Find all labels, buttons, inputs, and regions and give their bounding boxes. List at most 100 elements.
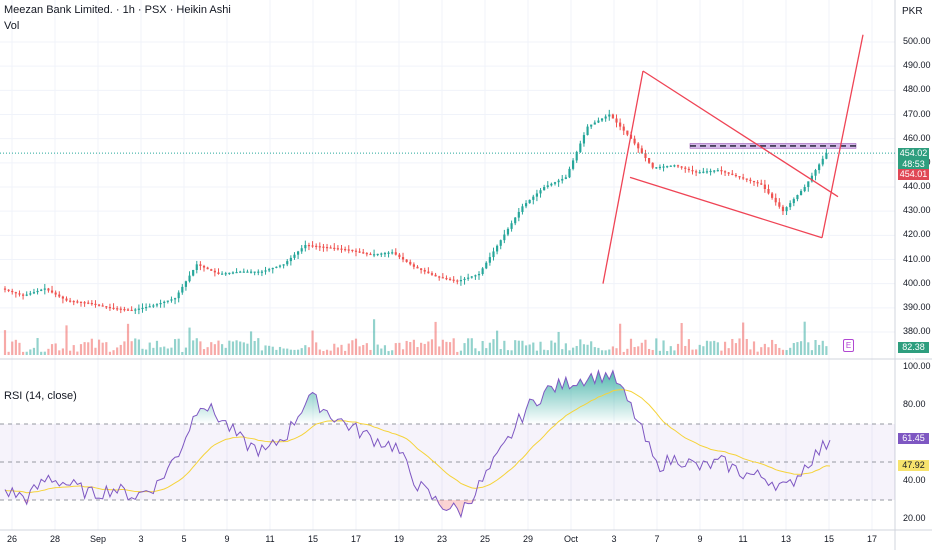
volume-bar (268, 345, 271, 355)
countdown-tag: 48:53 (898, 159, 929, 170)
trend-line (629, 176, 823, 239)
volume-bar (655, 338, 658, 355)
volume-bar (217, 340, 220, 355)
volume-bar (705, 340, 709, 355)
volume-bar (87, 342, 90, 355)
volume-bar (148, 342, 151, 355)
candle-body (749, 179, 752, 181)
time-tick-label: 13 (780, 534, 792, 544)
volume-bar (441, 339, 444, 355)
candle-body (510, 223, 513, 229)
price-tick-label: 390.00 (903, 301, 931, 312)
rsi-tick-label: 20.00 (903, 513, 926, 523)
volume-bar (22, 351, 25, 355)
candle-body (814, 170, 817, 176)
price-tick-label: 430.00 (903, 205, 931, 216)
candle-body (496, 245, 499, 252)
volume-bar (253, 340, 256, 355)
candle-body (300, 248, 303, 252)
time-tick-label: 17 (866, 534, 878, 544)
volume-bar (807, 342, 810, 355)
candle-body (810, 175, 813, 182)
volume-bar (282, 348, 285, 355)
candle-body (195, 264, 198, 270)
event-icon[interactable]: E (843, 339, 854, 352)
price-tick-label: 400.00 (903, 277, 931, 288)
candle-body (535, 193, 538, 197)
volume-bar (231, 341, 235, 355)
volume-bar (452, 338, 455, 355)
price-tick-label: 440.00 (903, 181, 931, 191)
volume-bar (637, 346, 640, 355)
volume-bar (206, 347, 209, 355)
candle-body (325, 247, 329, 249)
volume-bar (427, 341, 430, 355)
candle-body (514, 217, 517, 224)
time-tick-label: 9 (224, 534, 230, 544)
candle-body (83, 302, 86, 304)
candle-body (159, 303, 162, 305)
volume-bar (438, 346, 441, 355)
price-tick-label: 420.00 (903, 229, 931, 240)
volume-bar (116, 347, 119, 355)
candle-body (619, 122, 622, 127)
candle-body (532, 196, 535, 200)
candle-body (488, 257, 491, 263)
candle-body (579, 143, 582, 152)
candle-body (647, 158, 651, 163)
volume-bar (695, 349, 698, 355)
currency-label: PKR (902, 6, 923, 17)
candle-body (582, 135, 586, 144)
candle-body (40, 289, 43, 291)
candle-body (781, 206, 785, 212)
candle-body (608, 114, 611, 117)
volume-bar (698, 344, 701, 355)
candle-body (401, 257, 405, 260)
candle-body (286, 261, 289, 265)
candle-body (716, 170, 719, 172)
volume-bar (687, 339, 690, 355)
volume-bar (723, 341, 727, 355)
volume-bar (119, 344, 122, 355)
volume-bar (376, 344, 379, 355)
candle-body (763, 184, 766, 190)
candle-body (297, 251, 300, 255)
volume-bar (344, 350, 347, 355)
candle-body (90, 303, 93, 305)
volume-bar (586, 344, 589, 355)
volume-bar (166, 348, 169, 355)
volume-bar (785, 350, 788, 355)
volume-bar (278, 346, 282, 355)
candle-body (499, 240, 502, 246)
candle-body (539, 190, 542, 194)
candle-body (604, 116, 607, 119)
candle-body (503, 234, 506, 241)
volume-bar (315, 342, 318, 355)
candle-body (271, 267, 274, 270)
rsi-tick-label: 100.00 (903, 361, 931, 371)
time-tick-label: 7 (654, 534, 660, 544)
candle-body (11, 290, 14, 293)
volume-bar (177, 338, 180, 355)
volume-bar (474, 348, 477, 355)
candle-body (561, 178, 564, 181)
volume-bar (170, 347, 173, 355)
volume-bar (821, 340, 824, 355)
candle-body (54, 292, 57, 295)
volume-bar (600, 350, 604, 355)
candle-body (492, 251, 495, 258)
volume-bar (289, 349, 292, 355)
candle-body (50, 290, 54, 293)
rsi-label: RSI (14, close) (4, 390, 77, 402)
volume-bar (249, 331, 253, 355)
volume-bar (159, 347, 162, 355)
candle-body (43, 288, 46, 290)
candle-body (69, 300, 72, 302)
candle-body (669, 165, 672, 167)
volume-bar (365, 343, 368, 355)
volume-bar (221, 344, 224, 355)
candle-body (409, 261, 412, 265)
candle-body (456, 280, 459, 282)
